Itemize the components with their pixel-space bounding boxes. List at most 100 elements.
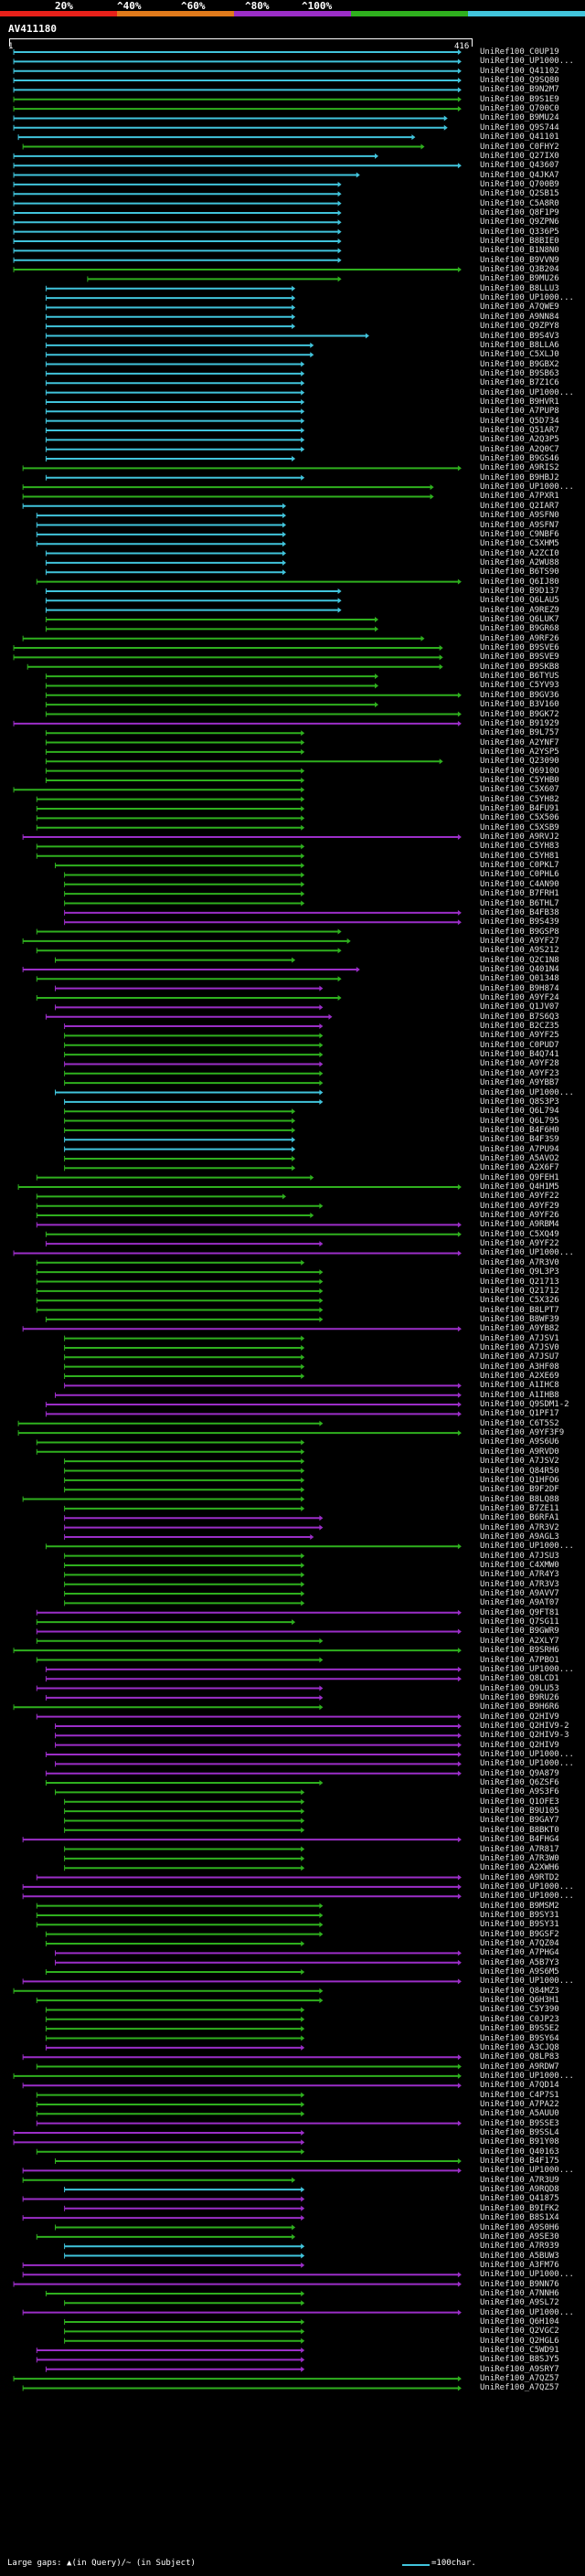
hit-label[interactable]: UniRef100_B9SY31 <box>480 1910 559 1920</box>
hit-label[interactable]: UniRef100_Q6L794 <box>480 1107 559 1117</box>
hit-label[interactable]: UniRef100_Q40163 <box>480 2147 559 2157</box>
hit-label[interactable]: UniRef100_B9GBX2 <box>480 359 559 369</box>
hit-label[interactable]: UniRef100_C5WD91 <box>480 2346 559 2356</box>
hit-label[interactable]: UniRef100_B1N8N0 <box>480 246 559 256</box>
hit-label[interactable]: UniRef100_Q5D734 <box>480 416 559 426</box>
hit-label[interactable]: UniRef100_A7JSU7 <box>480 1352 559 1362</box>
hit-label[interactable]: UniRef100_A2Q3P5 <box>480 435 559 445</box>
hit-label[interactable]: UniRef100_A7QZ04 <box>480 1939 559 1948</box>
hit-label[interactable]: UniRef100_A7PHG4 <box>480 1948 559 1958</box>
hit-label[interactable]: UniRef100_A9NN84 <box>480 312 559 322</box>
hit-label[interactable]: UniRef100_A7JSV0 <box>480 1342 559 1352</box>
hit-label[interactable]: UniRef100_B9F2DF <box>480 1485 559 1495</box>
hit-label[interactable]: UniRef100_A3FM76 <box>480 2260 559 2270</box>
hit-label[interactable]: UniRef100_B9U105 <box>480 1807 559 1817</box>
hit-label[interactable]: UniRef100_B7S6Q3 <box>480 1012 559 1022</box>
hit-label[interactable]: UniRef100_A2X6F7 <box>480 1163 559 1173</box>
hit-label[interactable]: UniRef100_Q84R50 <box>480 1466 559 1476</box>
hit-label[interactable]: UniRef100_A9RIS2 <box>480 463 559 473</box>
hit-label[interactable]: UniRef100_Q3B204 <box>480 265 559 275</box>
hit-label[interactable]: UniRef100_A2YSP5 <box>480 747 559 757</box>
hit-label[interactable]: UniRef100_A9S6M5 <box>480 1967 559 1977</box>
hit-label[interactable]: UniRef100_C5YV93 <box>480 681 559 691</box>
hit-label[interactable]: UniRef100_B9RU26 <box>480 1692 559 1702</box>
hit-label[interactable]: UniRef100_A5AVO2 <box>480 1153 559 1163</box>
hit-label[interactable]: UniRef100_Q9L3P3 <box>480 1267 559 1277</box>
hit-label[interactable]: UniRef100_C0UP19 <box>480 48 559 57</box>
hit-label[interactable]: UniRef100_Q8LP83 <box>480 2052 559 2062</box>
hit-label[interactable]: UniRef100_C5XLJ0 <box>480 350 559 360</box>
hit-label[interactable]: UniRef100_B9MSM2 <box>480 1901 559 1911</box>
hit-label[interactable]: UniRef100_A9S212 <box>480 946 559 956</box>
hit-label[interactable]: UniRef100_A9YF23 <box>480 1068 559 1078</box>
hit-label[interactable]: UniRef100_B9SY64 <box>480 2033 559 2043</box>
hit-label[interactable]: UniRef100_UP1000... <box>480 1750 574 1759</box>
hit-label[interactable]: UniRef100_A7R3U9 <box>480 2175 559 2185</box>
hit-label[interactable]: UniRef100_Q27IX0 <box>480 151 559 161</box>
hit-label[interactable]: UniRef100_B9D137 <box>480 586 559 596</box>
hit-label[interactable]: UniRef100_C5XHM5 <box>480 539 559 549</box>
hit-label[interactable]: UniRef100_C5X326 <box>480 1296 559 1306</box>
hit-label[interactable]: UniRef100_B9S439 <box>480 917 559 928</box>
hit-label[interactable]: UniRef100_Q2HIV9-3 <box>480 1731 569 1741</box>
hit-label[interactable]: UniRef100_C4P7S1 <box>480 2090 559 2100</box>
hit-label[interactable]: UniRef100_A9S6U6 <box>480 1437 559 1447</box>
hit-label[interactable]: UniRef100_A9YF22 <box>480 1239 559 1249</box>
hit-label[interactable]: UniRef100_B4F6H0 <box>480 1125 559 1135</box>
hit-label[interactable]: UniRef100_B9GV36 <box>480 690 559 700</box>
hit-label[interactable]: UniRef100_A9YF24 <box>480 993 559 1002</box>
hit-label[interactable]: UniRef100_B8LPT7 <box>480 1305 559 1315</box>
hit-label[interactable]: UniRef100_B9NN76 <box>480 2279 559 2289</box>
hit-label[interactable]: UniRef100_Q9ZPY8 <box>480 322 559 332</box>
hit-label[interactable]: UniRef100_Q2HIV9 <box>480 1740 559 1750</box>
hit-label[interactable]: UniRef100_A2Q0C7 <box>480 444 559 454</box>
hit-label[interactable]: UniRef100_B9HVR1 <box>480 397 559 407</box>
hit-label[interactable]: UniRef100_C0FHY2 <box>480 142 559 152</box>
hit-label[interactable]: UniRef100_A7PUP8 <box>480 407 559 417</box>
hit-label[interactable]: UniRef100_Q1JV07 <box>480 1002 559 1012</box>
hit-label[interactable]: UniRef100_C5Y390 <box>480 2005 559 2015</box>
hit-label[interactable]: UniRef100_C5YHB0 <box>480 775 559 785</box>
hit-label[interactable]: UniRef100_A3CJQ8 <box>480 2042 559 2052</box>
hit-label[interactable]: UniRef100_UP1000... <box>480 1542 574 1552</box>
hit-label[interactable]: UniRef100_A7JSV1 <box>480 1333 559 1343</box>
hit-label[interactable]: UniRef100_UP1000... <box>480 2270 574 2280</box>
hit-label[interactable]: UniRef100_B8WF39 <box>480 1314 559 1324</box>
hit-label[interactable]: UniRef100_A5AUU0 <box>480 2109 559 2119</box>
hit-label[interactable]: UniRef100_B9SVE6 <box>480 643 559 653</box>
hit-label[interactable]: UniRef100_B8LQ88 <box>480 1494 559 1504</box>
hit-label[interactable]: UniRef100_UP1000... <box>480 1664 574 1674</box>
hit-label[interactable]: UniRef100_B8BKT0 <box>480 1825 559 1835</box>
hit-label[interactable]: UniRef100_Q9LU53 <box>480 1683 559 1693</box>
hit-label[interactable]: UniRef100_B9H6R6 <box>480 1702 559 1712</box>
hit-label[interactable]: UniRef100_Q6LUK7 <box>480 615 559 624</box>
hit-label[interactable]: UniRef100_B9GAY7 <box>480 1816 559 1826</box>
hit-label[interactable]: UniRef100_Q84MZ3 <box>480 1986 559 1996</box>
hit-label[interactable]: UniRef100_Q401N4 <box>480 964 559 974</box>
hit-label[interactable]: UniRef100_B7ZE11 <box>480 1503 559 1513</box>
hit-label[interactable]: UniRef100_A9AGL3 <box>480 1532 559 1542</box>
hit-label[interactable]: UniRef100_A3HF08 <box>480 1362 559 1372</box>
hit-label[interactable]: UniRef100_Q21712 <box>480 1286 559 1296</box>
hit-label[interactable]: UniRef100_A7PU94 <box>480 1144 559 1154</box>
hit-label[interactable]: UniRef100_UP1000... <box>480 293 574 303</box>
hit-label[interactable]: UniRef100_Q9FT81 <box>480 1607 559 1617</box>
hit-label[interactable]: UniRef100_UP1000... <box>480 482 574 493</box>
hit-label[interactable]: UniRef100_A9YF29 <box>480 1201 559 1211</box>
hit-label[interactable]: UniRef100_Q700C0 <box>480 104 559 114</box>
hit-label[interactable]: UniRef100_A7PXR1 <box>480 492 559 502</box>
hit-label[interactable]: UniRef100_Q2C1N8 <box>480 955 559 965</box>
hit-label[interactable]: UniRef100_Q6H104 <box>480 2317 559 2327</box>
hit-label[interactable]: UniRef100_A2ZCI0 <box>480 548 559 558</box>
hit-label[interactable]: UniRef100_B8LLA6 <box>480 340 559 350</box>
hit-label[interactable]: UniRef100_Q1HFO6 <box>480 1475 559 1485</box>
hit-label[interactable]: UniRef100_Q43607 <box>480 161 559 171</box>
hit-label[interactable]: UniRef100_UP1000... <box>480 1977 574 1987</box>
hit-label[interactable]: UniRef100_A9YF26 <box>480 1211 559 1221</box>
hit-label[interactable]: UniRef100_B9S1E9 <box>480 94 559 104</box>
hit-label[interactable]: UniRef100_B9L757 <box>480 728 559 738</box>
hit-label[interactable]: UniRef100_Q9SQ80 <box>480 76 559 86</box>
hit-label[interactable]: UniRef100_B9SSE3 <box>480 2118 559 2128</box>
hit-label[interactable]: UniRef100_B4FU91 <box>480 804 559 813</box>
hit-label[interactable]: UniRef100_B91929 <box>480 718 559 728</box>
